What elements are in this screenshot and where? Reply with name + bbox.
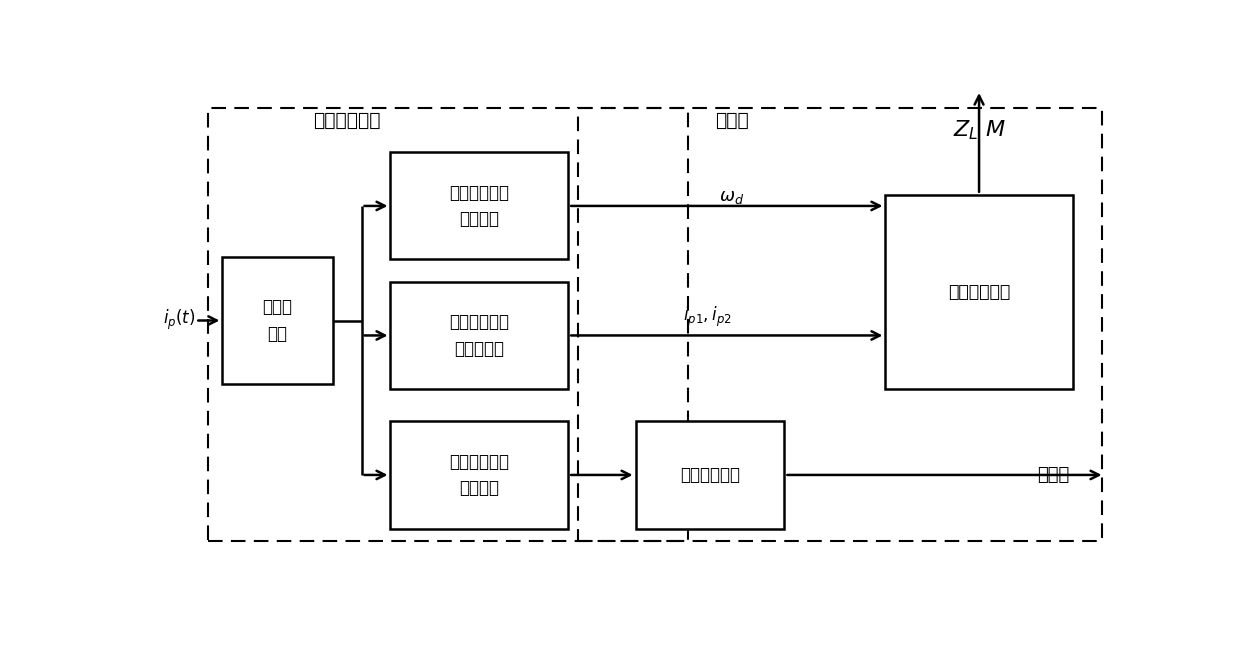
Text: 电流检测装置: 电流检测装置 bbox=[314, 111, 381, 129]
Bar bbox=[391, 152, 568, 259]
Bar bbox=[885, 195, 1073, 389]
Text: 负载识别单元: 负载识别单元 bbox=[947, 283, 1011, 301]
Text: 电流互
感器: 电流互 感器 bbox=[263, 298, 293, 343]
Text: 谐振电流有效
值采样单元: 谐振电流有效 值采样单元 bbox=[449, 313, 510, 358]
Bar bbox=[391, 421, 568, 529]
Text: $i_{p1}, i_{p2}$: $i_{p1}, i_{p2}$ bbox=[683, 305, 732, 329]
Bar bbox=[578, 107, 1101, 541]
Text: $\omega_d$: $\omega_d$ bbox=[719, 188, 744, 206]
Text: 逆变器: 逆变器 bbox=[1038, 466, 1070, 484]
Bar bbox=[208, 107, 688, 541]
Text: 控制器: 控制器 bbox=[714, 111, 749, 129]
Text: $Z_L\ M$: $Z_L\ M$ bbox=[954, 118, 1006, 142]
Text: 谐振电流过零
采样单元: 谐振电流过零 采样单元 bbox=[449, 453, 510, 497]
Text: $i_p(t)$: $i_p(t)$ bbox=[162, 308, 195, 333]
Text: 频率调节单元: 频率调节单元 bbox=[680, 466, 740, 484]
Bar bbox=[222, 257, 332, 384]
Bar bbox=[635, 421, 785, 529]
Bar bbox=[391, 282, 568, 389]
Text: 谐振电流频率
检测单元: 谐振电流频率 检测单元 bbox=[449, 184, 510, 228]
